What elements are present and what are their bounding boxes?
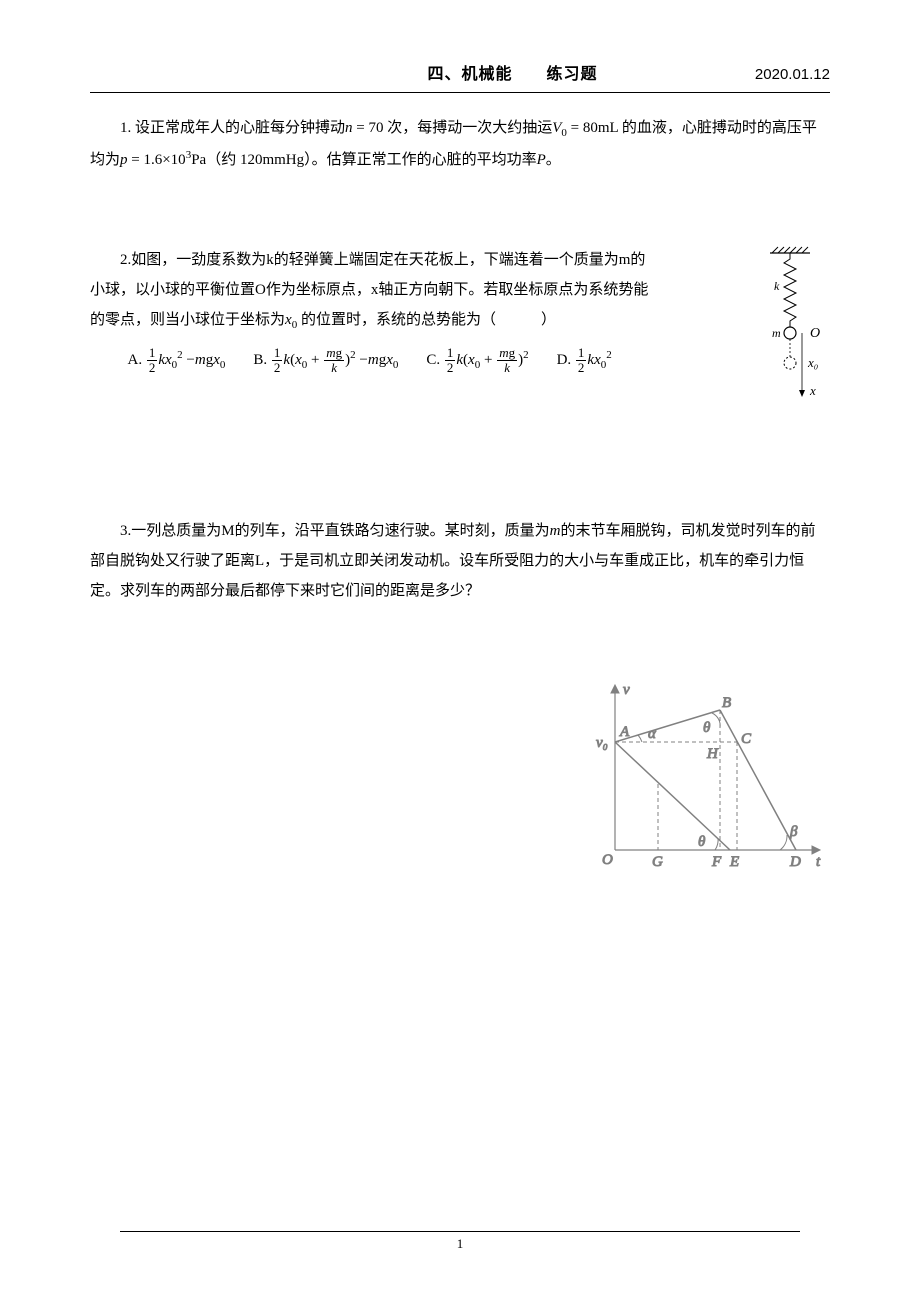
problem-2-text: 2.如图，一劲度系数为k的轻弹簧上端固定在天花板上，下端连着一个质量为m的 小球… bbox=[90, 245, 760, 416]
svg-text:θ: θ bbox=[703, 720, 711, 736]
spring-diagram: k m O x₀ x bbox=[770, 245, 830, 416]
svg-text:H: H bbox=[706, 746, 719, 762]
svg-text:x: x bbox=[809, 383, 816, 398]
svg-text:α: α bbox=[648, 726, 657, 742]
option-d: D. 12kx02 bbox=[557, 344, 612, 376]
svg-text:C: C bbox=[741, 731, 752, 747]
svg-text:t: t bbox=[816, 854, 821, 870]
svg-text:B: B bbox=[722, 695, 731, 711]
page-title: 四、机械能 练习题 bbox=[270, 60, 755, 84]
problem-1: 1. 设正常成年人的心脏每分钟搏动n = 70 次，每搏动一次大约抽运V0 = … bbox=[90, 113, 830, 175]
problem-3-text: 3.一列总质量为M的列车，沿平直铁路匀速行驶。某时刻，质量为m的末节车厢脱钩，司… bbox=[90, 516, 830, 606]
svg-text:m: m bbox=[772, 326, 781, 340]
problem-1-text: 1. 设正常成年人的心脏每分钟搏动n = 70 次，每搏动一次大约抽运V0 = … bbox=[90, 113, 830, 175]
option-c: C. 12k(x0 + mgk)2 bbox=[426, 344, 528, 376]
page-number: 1 bbox=[0, 1236, 920, 1252]
svg-text:O: O bbox=[810, 326, 820, 341]
svg-text:G: G bbox=[652, 854, 663, 870]
problem-2-options: A. 12kx02 −mgx0 B. 12k(x0 + mgk)2 −mgx0 … bbox=[90, 344, 760, 376]
option-b: B. 12k(x0 + mgk)2 −mgx0 bbox=[253, 344, 398, 376]
svg-text:x₀: x₀ bbox=[807, 355, 818, 370]
svg-text:k: k bbox=[774, 279, 780, 293]
header: 四、机械能 练习题 2020.01.12 bbox=[90, 60, 830, 84]
option-a: A. 12kx02 −mgx0 bbox=[128, 344, 226, 376]
date: 2020.01.12 bbox=[755, 66, 830, 83]
svg-text:D: D bbox=[789, 854, 801, 870]
problem-3: 3.一列总质量为M的列车，沿平直铁路匀速行驶。某时刻，质量为m的末节车厢脱钩，司… bbox=[90, 516, 830, 606]
footer-divider bbox=[120, 1231, 800, 1232]
svg-text:β: β bbox=[789, 824, 798, 840]
problem-2: 2.如图，一劲度系数为k的轻弹簧上端固定在天花板上，下端连着一个质量为m的 小球… bbox=[90, 245, 830, 416]
svg-text:O: O bbox=[602, 852, 613, 868]
svg-text:v₀: v₀ bbox=[596, 735, 608, 751]
svg-text:v: v bbox=[623, 682, 630, 698]
page-container: 四、机械能 练习题 2020.01.12 1. 设正常成年人的心脏每分钟搏动n … bbox=[0, 0, 920, 1302]
svg-text:E: E bbox=[729, 854, 739, 870]
vt-diagram: v t O v₀ A B α θ C bbox=[590, 680, 825, 885]
svg-text:F: F bbox=[711, 854, 722, 870]
svg-text:θ: θ bbox=[698, 834, 706, 850]
header-divider bbox=[90, 92, 830, 93]
